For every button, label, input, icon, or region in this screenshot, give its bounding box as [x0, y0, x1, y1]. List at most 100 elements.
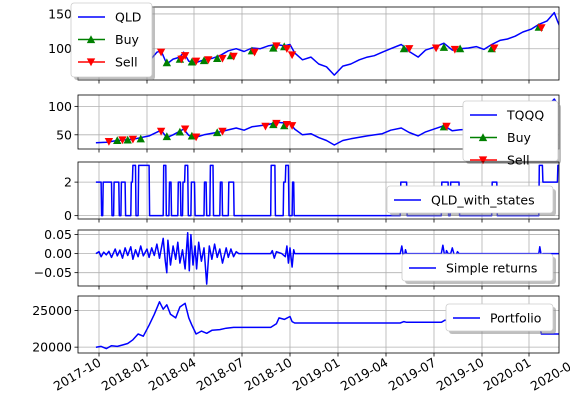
y-tick-label: 25000 [32, 303, 72, 318]
sell-marker [250, 48, 259, 57]
buy-marker [123, 135, 132, 144]
legend: TQQQ Buy Sell [462, 100, 561, 168]
sell-marker [287, 51, 297, 60]
x-tick-label: 2018-10 [242, 355, 295, 394]
buy-marker [439, 43, 449, 51]
buy-marker [162, 58, 172, 67]
sell-marker [261, 122, 270, 131]
x-tick-label: 2019-01 [290, 355, 343, 394]
plot-area [95, 11, 559, 78]
sell-marker [405, 45, 414, 53]
sell-marker [180, 52, 190, 60]
sell-marker [177, 55, 186, 64]
legend: Portfolio [445, 303, 556, 334]
plot-area [95, 164, 559, 217]
buy-marker [187, 57, 197, 66]
sell-marker [191, 133, 201, 142]
axes-frame [77, 295, 560, 354]
y-tick-label: −0.05 [34, 265, 72, 280]
panel-qld: 150 100 QLD Buy Sell [48, 2, 560, 84]
axes-frame [77, 229, 560, 287]
sell-marker [229, 52, 238, 61]
series-line-qld-with-states [95, 164, 559, 217]
buy-marker [269, 120, 278, 129]
y-tick-label: 0 [64, 208, 72, 223]
y-tick-label: 100 [48, 41, 72, 56]
x-tick-label: 2018-04 [146, 355, 199, 394]
x-tick-label: 2019-10 [434, 355, 487, 394]
buy-marker [399, 44, 409, 53]
sell-marker [104, 138, 114, 146]
series-line-portfolio [95, 301, 559, 350]
sell-marker [442, 122, 451, 131]
legend-buy-marker [86, 35, 96, 44]
x-tick-label: 2018-07 [194, 355, 247, 394]
sell-marker [218, 127, 227, 136]
x-tick-label: 2018-01 [99, 355, 152, 394]
sell-marker [287, 122, 297, 130]
buy-marker [136, 134, 145, 143]
panel-portfolio: 25000 20000 Portfolio [32, 295, 560, 357]
sell-marker [156, 48, 166, 57]
sell-marker [537, 24, 546, 33]
x-tick-label: 2020-04 [528, 355, 570, 394]
panel-tqqq: 100 50 TQQQ Buy Sell [48, 94, 561, 168]
legend: QLD Buy Sell [70, 2, 155, 80]
legend-buy-marker [478, 133, 488, 142]
panel-states: 2 0 QLD_with_states [64, 161, 560, 223]
sell-marker [128, 135, 138, 144]
x-tick-label: 2017-10 [51, 355, 104, 394]
buy-marker [269, 43, 278, 52]
sell-marker [282, 45, 292, 53]
legend-sell-marker [86, 58, 96, 67]
y-tick-label: 100 [48, 99, 72, 114]
sell-marker [118, 136, 127, 145]
axes-frame [77, 161, 560, 220]
y-tick-label: 2 [64, 175, 72, 190]
sell-marker [272, 119, 281, 128]
buy-marker [213, 128, 222, 137]
sell-marker [218, 54, 227, 63]
sell-marker [450, 45, 460, 54]
legend-label: QLD [115, 10, 141, 25]
sell-marker [204, 56, 213, 65]
legend-box [401, 253, 554, 282]
sell-marker [431, 44, 441, 53]
y-tick-label: 20000 [32, 340, 72, 355]
buy-marker [455, 44, 465, 53]
legend: QLD_with_states [386, 185, 556, 216]
sell-marker [191, 57, 201, 66]
x-tick-label: 2019-04 [338, 355, 391, 394]
sell-marker [490, 44, 499, 53]
buy-marker [113, 136, 122, 145]
panel-returns: 0.05 0.00 −0.05 Simple returns [34, 227, 560, 290]
y-tick-label: 0.00 [44, 246, 72, 261]
buy-marker [199, 56, 209, 65]
x-tick-label: 2020-01 [481, 355, 534, 394]
legend-label: Sell [115, 55, 138, 70]
legend-box [386, 185, 554, 214]
legend-label: TQQQ [506, 108, 544, 123]
y-tick-label: 0.05 [44, 227, 72, 242]
legend-box [462, 100, 559, 162]
x-tick-label: 2019-07 [386, 355, 439, 394]
legend: Simple returns [401, 253, 556, 284]
legend-label: Simple returns [446, 261, 537, 276]
legend-label: Portfolio [490, 311, 541, 326]
legend-box [445, 303, 554, 332]
buy-marker [187, 131, 197, 140]
sell-marker [272, 42, 281, 51]
buy-marker [162, 132, 172, 141]
legend-sell-marker [478, 156, 488, 165]
y-tick-label: 50 [56, 127, 72, 142]
buy-marker [175, 127, 185, 136]
buy-marker [213, 54, 222, 63]
legend-label: Buy [115, 32, 139, 47]
sell-marker [180, 125, 190, 134]
legend-label: QLD_with_states [431, 193, 535, 208]
y-tick-label: 150 [48, 6, 72, 21]
sell-marker [156, 127, 166, 136]
legend-label: Sell [507, 153, 530, 168]
series-line-qld [95, 11, 559, 76]
